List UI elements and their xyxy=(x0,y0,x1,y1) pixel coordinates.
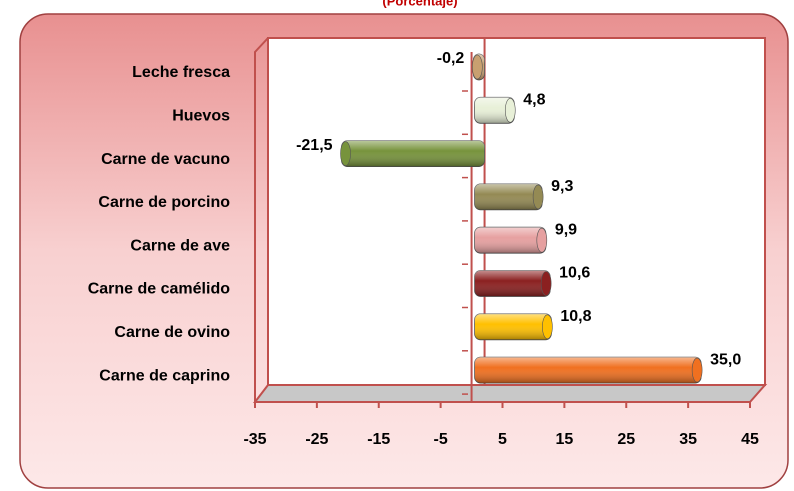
bar-cap xyxy=(536,227,548,253)
x-tick-label: 45 xyxy=(741,431,759,448)
bar-shade xyxy=(474,270,551,297)
value-label: 10,6 xyxy=(559,265,590,282)
chart-subtitle: (Porcentaje) xyxy=(382,0,457,8)
value-label: 35,0 xyxy=(710,351,741,368)
category-label: Carne de ovino xyxy=(114,324,230,341)
category-label: Carne de vacuno xyxy=(101,151,230,168)
bar-shade xyxy=(341,140,485,167)
category-label: Carne de caprino xyxy=(99,367,230,384)
value-label: 9,3 xyxy=(551,178,573,195)
bar-cap xyxy=(340,141,351,166)
category-label: Carne de porcino xyxy=(98,194,230,211)
bar-shade xyxy=(474,97,515,124)
value-label: 4,8 xyxy=(523,92,545,109)
value-label: 10,8 xyxy=(560,308,591,325)
bar-cap xyxy=(532,184,544,210)
value-label: -21,5 xyxy=(296,137,333,154)
category-label: Carne de ave xyxy=(130,237,230,254)
x-tick-label: -15 xyxy=(367,431,390,448)
floor xyxy=(252,384,768,403)
side-wall xyxy=(254,37,269,402)
bar-cap xyxy=(540,271,552,296)
bar-shade xyxy=(474,183,543,210)
x-tick-label: -5 xyxy=(434,431,448,448)
bar-shade xyxy=(474,227,546,254)
category-label: Carne de camélido xyxy=(88,281,231,298)
x-tick-label: 35 xyxy=(679,431,697,448)
value-label: 9,9 xyxy=(555,221,577,238)
bar-cap xyxy=(542,314,553,340)
x-tick-label: 25 xyxy=(617,431,635,448)
bar-shade xyxy=(474,357,702,384)
bar-cap xyxy=(691,357,703,383)
bar-shade xyxy=(474,313,552,340)
category-label: Huevos xyxy=(172,108,230,125)
category-label: Leche fresca xyxy=(132,64,230,81)
value-label: -0,2 xyxy=(437,50,465,67)
bar-cap xyxy=(472,54,483,80)
x-tick-label: 15 xyxy=(555,431,573,448)
x-tick-label: -35 xyxy=(243,431,266,448)
x-tick-label: -25 xyxy=(305,431,328,448)
bar-cap xyxy=(504,98,516,123)
x-tick-label: 5 xyxy=(498,431,507,448)
